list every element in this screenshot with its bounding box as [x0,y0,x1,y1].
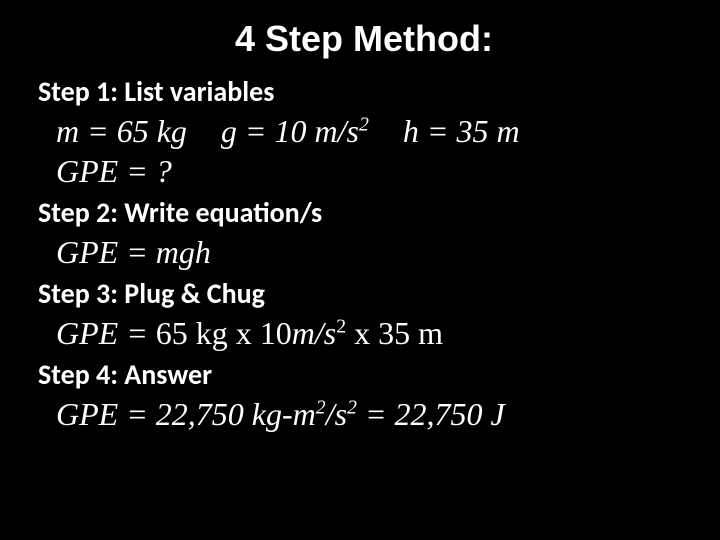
exp-den: 2 [347,396,357,418]
var-gpe: GPE = ? [56,151,690,191]
step4-label: Step 4: Answer [38,357,690,392]
exp-2: 2 [336,315,346,337]
step3-content: GPE = 65 kg x 10m/s2 x 35 m [56,313,690,353]
step1-label: Step 1: List variables [38,74,690,109]
var-m: m = 65 kg [56,111,187,151]
step3-label: Step 3: Plug & Chug [38,276,690,311]
exp-num: 2 [316,396,326,418]
answer-after: = 22,750 J [357,396,505,432]
answer-before: GPE = 22,750 kg-m [56,396,316,432]
answer-mid: /s [326,396,347,432]
var-g: g = 10 m/s2 [221,111,369,151]
slide-title: 4 Step Method: [38,18,690,60]
step4-content: GPE = 22,750 kg-m2/s2 = 22,750 J [56,394,690,434]
step1-content: m = 65 kg g = 10 m/s2 h = 35 m GPE = ? [56,111,690,191]
calc-part2: x 35 m [346,315,443,351]
gpe-eq-label: GPE = [56,315,156,351]
var-h: h = 35 m [403,111,520,151]
step2-content: GPE = mgh [56,232,690,272]
step2-label: Step 2: Write equation/s [38,195,690,230]
unit-ms: m/s [292,315,336,351]
calc-part1: 65 kg x 10 [156,315,292,351]
